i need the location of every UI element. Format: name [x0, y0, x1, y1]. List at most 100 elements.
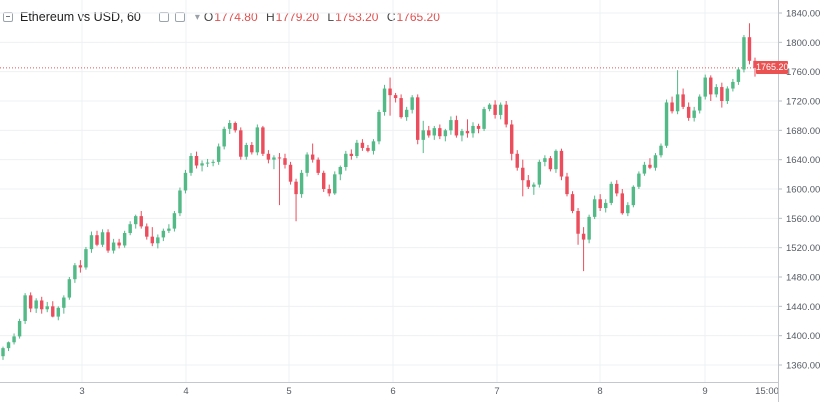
candle-body — [382, 88, 387, 112]
candle-body — [753, 60, 757, 68]
candle-body — [543, 158, 547, 162]
candle-body — [725, 88, 730, 101]
candle-body — [559, 150, 564, 177]
candle-body — [139, 216, 143, 227]
candle-body — [211, 161, 215, 163]
candle-body — [509, 124, 514, 154]
candle-body — [355, 142, 359, 156]
candle-body — [703, 77, 707, 97]
candle-body — [537, 161, 542, 185]
y-tick-label: 1720.00 — [786, 97, 820, 108]
candle-body — [548, 158, 553, 170]
candle-body — [476, 125, 481, 129]
x-tick-label: 3 — [79, 386, 84, 397]
candle-body — [194, 156, 199, 166]
candle-body — [89, 235, 94, 250]
candle-body — [521, 167, 525, 181]
candle-body — [117, 242, 121, 246]
candle-body — [150, 236, 155, 244]
candle-body — [266, 153, 271, 160]
candle-body — [670, 102, 674, 112]
candle-body — [471, 125, 475, 134]
candle-body — [631, 186, 636, 206]
x-tick-label: 7 — [494, 386, 499, 397]
candle-body — [338, 167, 343, 175]
candle-body — [39, 300, 44, 310]
candle-body — [410, 97, 414, 110]
candle-body — [404, 109, 409, 118]
candle-body — [487, 104, 492, 110]
candle-body — [205, 162, 210, 164]
candle-body — [56, 307, 61, 317]
y-tick-label: 1520.00 — [786, 243, 820, 254]
y-tick-label: 1560.00 — [786, 214, 820, 225]
y-tick-label: 1800.00 — [786, 38, 820, 49]
candle-body — [399, 98, 403, 118]
candle-body — [45, 306, 49, 310]
candle-body — [565, 176, 569, 195]
candle-body — [697, 96, 702, 111]
candle-body — [255, 127, 260, 153]
candle-body — [360, 142, 365, 148]
candle-body — [34, 300, 38, 309]
candle-body — [742, 37, 746, 70]
candle-body — [570, 194, 575, 211]
y-tick-label: 1640.00 — [786, 155, 820, 166]
candle-body — [12, 336, 16, 343]
candle-body — [283, 158, 287, 165]
candle-body — [227, 123, 232, 129]
candle-body — [344, 153, 348, 167]
candle-body — [736, 69, 741, 82]
candle-body — [648, 164, 652, 168]
candle-body — [23, 295, 27, 321]
y-tick-label: 1480.00 — [786, 273, 820, 284]
candle-body — [493, 104, 497, 115]
candle-body — [6, 342, 11, 349]
candle-body — [620, 193, 625, 214]
y-tick-label: 1680.00 — [786, 126, 820, 137]
candle-body — [388, 88, 392, 96]
candle-body — [288, 164, 293, 182]
y-tick-label: 1840.00 — [786, 9, 820, 20]
candle-body — [615, 183, 619, 194]
candle-body — [128, 224, 132, 233]
candle-body — [122, 233, 127, 246]
candle-body — [244, 145, 249, 157]
candle-body — [100, 232, 105, 245]
y-tick-label: 1600.00 — [786, 185, 820, 196]
candle-body — [371, 141, 376, 151]
candle-body — [598, 199, 602, 209]
candle-body — [415, 97, 420, 140]
x-tick-label: 4 — [183, 386, 188, 397]
candle-body — [299, 172, 304, 195]
candle-body — [714, 87, 719, 95]
candle-body — [272, 157, 276, 160]
candle-body — [310, 154, 315, 160]
candle-body — [427, 130, 431, 136]
x-tick-label: 5 — [286, 386, 291, 397]
candle-body — [432, 128, 437, 136]
candle-body — [316, 159, 320, 173]
candle-body — [692, 110, 696, 118]
candle-body — [233, 123, 237, 131]
candle-body — [393, 95, 398, 99]
candle-body — [592, 199, 597, 217]
chevron-down-icon[interactable]: ▾ — [194, 11, 200, 23]
candle-body — [681, 94, 685, 107]
candle-body — [28, 295, 33, 309]
candle-body — [465, 131, 470, 134]
candle-body — [515, 153, 519, 168]
candle-body — [111, 242, 116, 251]
candle-body — [189, 156, 193, 173]
candle-body — [84, 249, 88, 268]
candle-body — [17, 321, 22, 337]
candle-body — [482, 109, 486, 129]
candle-body — [587, 216, 591, 240]
candle-body — [664, 102, 669, 146]
candle-body — [642, 164, 647, 174]
candle-body — [172, 213, 177, 229]
x-tick-label: 8 — [597, 386, 602, 397]
candle-body — [327, 189, 331, 194]
candle-body — [366, 147, 370, 151]
